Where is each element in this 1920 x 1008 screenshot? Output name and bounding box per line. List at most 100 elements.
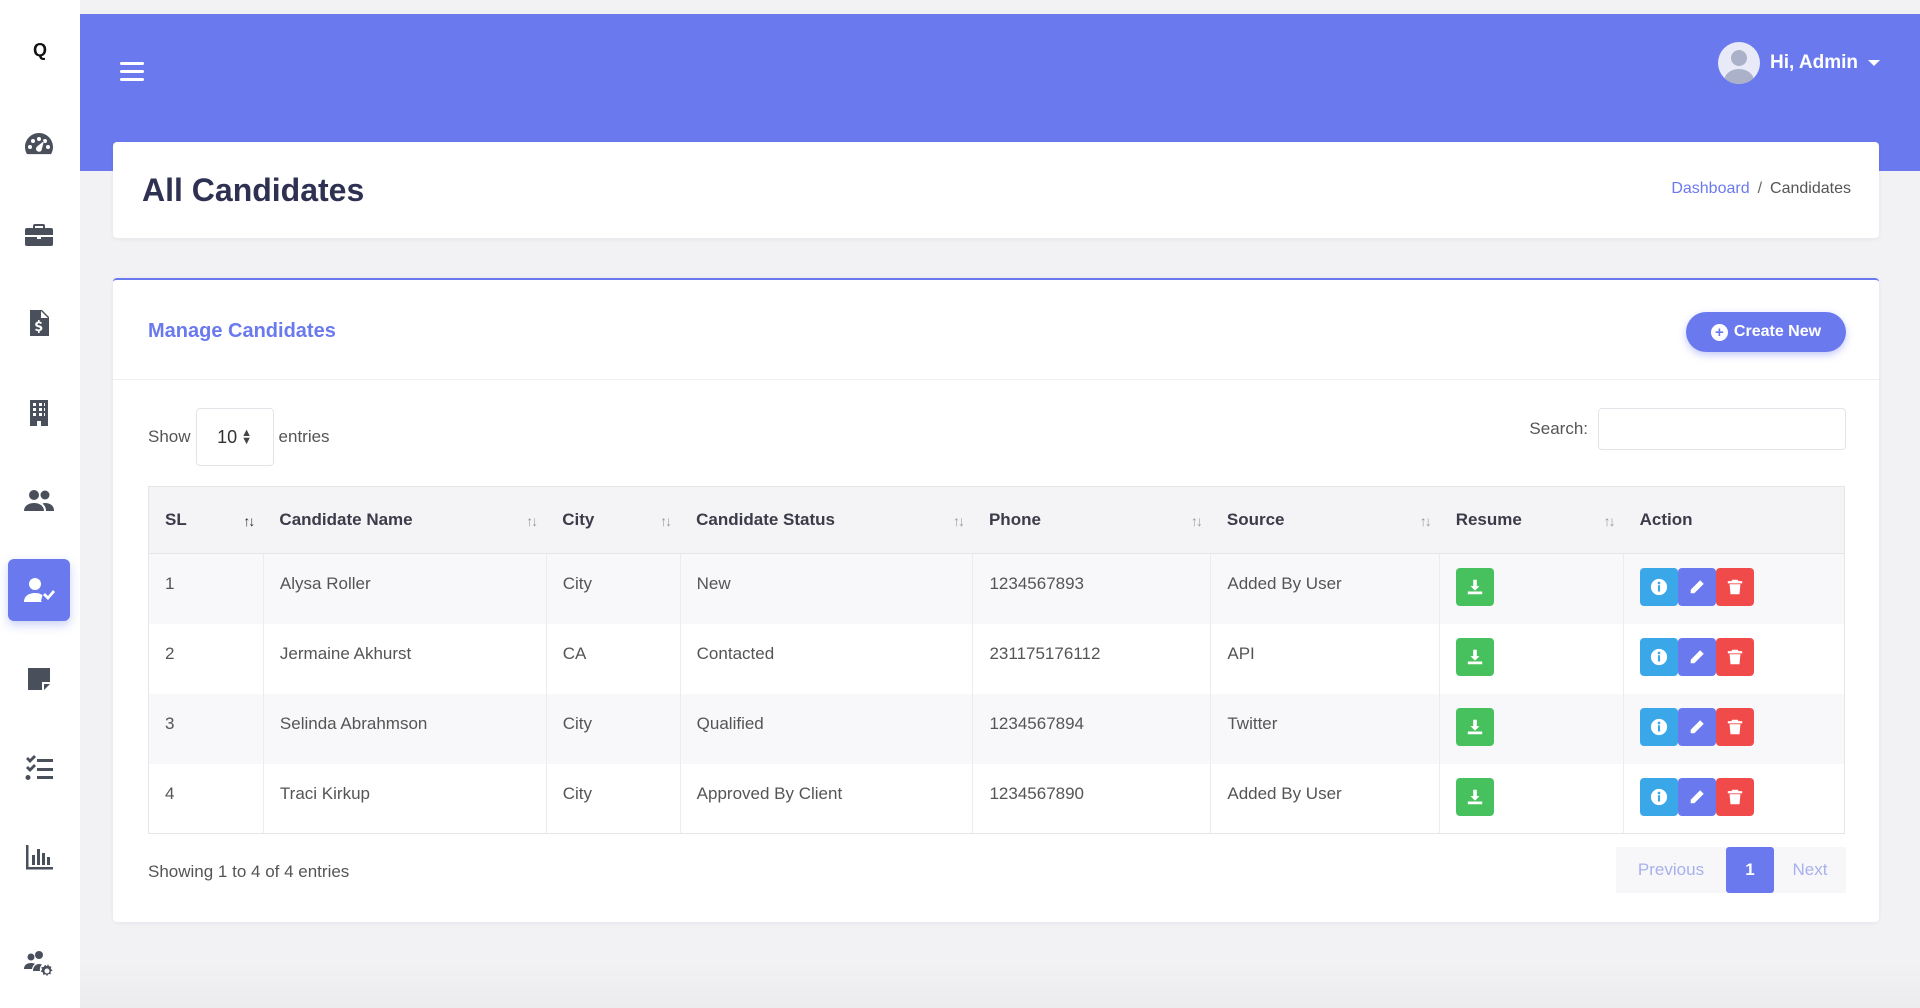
sidebar-item-reports[interactable] <box>8 826 70 888</box>
column-header-candidate-status[interactable]: Candidate Status ↑↓ <box>680 486 973 554</box>
search-label: Search: <box>1529 419 1588 438</box>
pagination-previous-button[interactable]: Previous <box>1616 847 1726 893</box>
table-info: Showing 1 to 4 of 4 entries <box>148 862 350 881</box>
view-candidate-button[interactable] <box>1640 777 1679 816</box>
cell-sl: 3 <box>148 693 264 764</box>
page-length-select[interactable]: 10 ▲ ▼ <box>195 408 274 466</box>
download-icon <box>1466 788 1484 806</box>
pencil-icon <box>1688 718 1706 736</box>
briefcase-icon <box>25 224 53 246</box>
avatar <box>1718 42 1761 84</box>
breadcrumb-separator: / <box>1757 180 1763 197</box>
trash-icon <box>1726 648 1744 666</box>
column-header-source[interactable]: Source ↑↓ <box>1210 486 1440 554</box>
column-header-sl[interactable]: SL ↑↓ <box>148 486 264 554</box>
cell-candidate-name: Alysa Roller <box>262 553 547 624</box>
sort-icon: ↑↓ <box>526 513 538 529</box>
bar-chart-icon <box>26 845 53 870</box>
column-header-candidate-name[interactable]: Candidate Name ↑↓ <box>263 486 547 554</box>
trash-icon <box>1726 718 1744 736</box>
cell-actions <box>1623 623 1845 694</box>
trash-icon <box>1726 788 1744 806</box>
show-label: Show <box>148 427 191 446</box>
column-header-city[interactable]: City ↑↓ <box>546 486 681 554</box>
user-check-icon <box>24 578 55 602</box>
sort-icon: ↑↓ <box>1419 513 1432 529</box>
download-resume-button[interactable] <box>1456 707 1495 746</box>
note-icon <box>28 668 50 690</box>
menu-toggle-icon[interactable] <box>120 62 144 82</box>
user-menu[interactable]: Hi, Admin <box>1718 42 1880 84</box>
pagination-next-button[interactable]: Next <box>1774 847 1846 893</box>
cell-source: Twitter <box>1210 693 1440 764</box>
cell-candidate-status: Approved By Client <box>679 763 973 834</box>
edit-candidate-button[interactable] <box>1678 637 1717 676</box>
cell-candidate-name: Jermaine Akhurst <box>262 623 547 694</box>
delete-candidate-button[interactable] <box>1716 568 1755 606</box>
pagination: Previous 1 Next <box>1616 847 1846 893</box>
sidebar-item-users[interactable] <box>8 470 70 532</box>
sidebar-item-jobs[interactable] <box>8 203 70 265</box>
candidates-card: Manage Candidates + Create New Show 10 ▲… <box>113 278 1879 922</box>
view-candidate-button[interactable] <box>1640 637 1679 676</box>
page-length-value: 10 <box>217 426 238 447</box>
info-icon <box>1650 718 1668 736</box>
view-candidate-button[interactable] <box>1640 707 1679 746</box>
cell-source: Added By User <box>1210 763 1440 834</box>
sidebar-item-team-settings[interactable] <box>8 933 70 995</box>
card-title: Manage Candidates <box>148 320 336 342</box>
create-new-label: Create New <box>1733 323 1822 340</box>
table-row: 2 Jermaine Akhurst CA Contacted 231175176112… <box>148 623 1845 694</box>
trash-icon <box>1726 578 1744 596</box>
column-header-resume[interactable]: Resume ↑↓ <box>1439 486 1624 554</box>
entries-label: entries <box>278 427 330 446</box>
sidebar-item-tasks[interactable] <box>8 737 70 799</box>
cell-city: City <box>545 553 681 624</box>
sidebar-item-candidates[interactable] <box>8 559 70 621</box>
sort-ascending-icon: ↑↓ <box>243 513 255 529</box>
download-resume-button[interactable] <box>1456 637 1495 676</box>
column-header-phone[interactable]: Phone ↑↓ <box>972 486 1211 554</box>
cell-phone: 1234567894 <box>972 693 1211 764</box>
sidebar-item-invoices[interactable] <box>8 292 70 354</box>
cell-sl: 4 <box>148 763 264 834</box>
delete-candidate-button[interactable] <box>1716 707 1755 746</box>
cell-actions <box>1623 693 1845 764</box>
pencil-icon <box>1688 788 1706 806</box>
table-row: 3 Selinda Abrahmson City Qualified 123456789… <box>148 693 1845 764</box>
cell-city: CA <box>545 623 681 694</box>
pagination-page-1[interactable]: 1 <box>1726 847 1774 893</box>
edit-candidate-button[interactable] <box>1678 777 1717 816</box>
view-candidate-button[interactable] <box>1640 568 1679 606</box>
chevron-down-icon <box>1868 60 1880 66</box>
invoice-icon <box>30 310 49 336</box>
cell-resume <box>1439 623 1624 694</box>
cell-sl: 1 <box>148 553 264 624</box>
sidebar-item-notes[interactable] <box>8 648 70 710</box>
cell-candidate-name: Traci Kirkup <box>262 763 547 834</box>
download-icon <box>1466 718 1484 736</box>
cell-candidate-status: Qualified <box>679 693 973 764</box>
info-icon <box>1650 788 1668 806</box>
create-new-button[interactable]: + Create New <box>1686 312 1846 352</box>
sidebar-item-dashboard[interactable] <box>8 113 70 175</box>
select-arrows-icon: ▲ ▼ <box>241 427 252 447</box>
breadcrumb-dashboard-link[interactable]: Dashboard <box>1671 180 1750 197</box>
info-icon <box>1650 578 1668 596</box>
download-resume-button[interactable] <box>1456 568 1495 606</box>
candidates-table: SL ↑↓ Candidate Name ↑↓ City ↑↓ Candidate S… <box>148 486 1845 834</box>
delete-candidate-button[interactable] <box>1716 637 1755 676</box>
sort-icon: ↑↓ <box>1190 513 1203 529</box>
delete-candidate-button[interactable] <box>1716 777 1755 816</box>
download-resume-button[interactable] <box>1456 777 1495 816</box>
edit-candidate-button[interactable] <box>1678 707 1717 746</box>
edit-candidate-button[interactable] <box>1678 568 1717 606</box>
cell-phone: 231175176112 <box>972 623 1211 694</box>
cell-candidate-status: New <box>679 553 973 624</box>
app-logo[interactable]: Q <box>32 40 47 60</box>
cell-phone: 1234567893 <box>972 553 1211 624</box>
sort-icon: ↑↓ <box>660 513 672 529</box>
info-icon <box>1650 648 1668 666</box>
search-input[interactable] <box>1598 408 1846 450</box>
sidebar-item-companies[interactable] <box>8 382 70 444</box>
